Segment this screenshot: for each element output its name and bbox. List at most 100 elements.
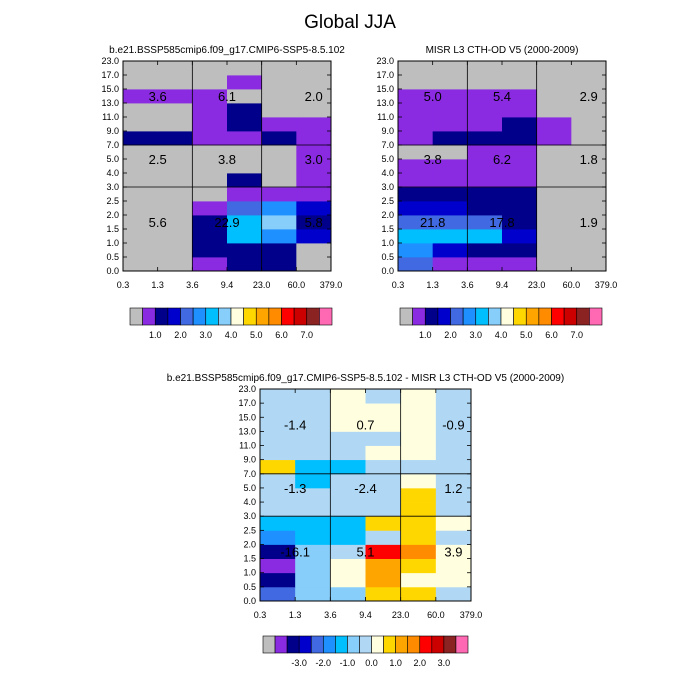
heatmap-cell <box>261 215 297 230</box>
heatmap-cell <box>227 89 263 104</box>
heatmap-cell <box>157 75 193 90</box>
x-tick-label: 60.0 <box>427 610 445 620</box>
heatmap-cell <box>330 459 366 475</box>
heatmap-cell <box>227 215 263 230</box>
heatmap-cell <box>330 586 366 602</box>
heatmap-cell <box>227 243 263 258</box>
heatmap-cell <box>502 131 538 146</box>
colorbar-label: 6.0 <box>545 330 558 340</box>
heatmap-cell <box>295 473 331 489</box>
heatmap-cell <box>260 473 296 489</box>
heatmap-cell <box>400 445 437 461</box>
heatmap-cell <box>467 131 503 146</box>
heatmap-cell <box>192 61 228 76</box>
heatmap-cell <box>261 173 297 188</box>
x-tick-label: 9.4 <box>221 280 234 290</box>
heatmap-cell <box>261 131 297 146</box>
heatmap-cell <box>502 75 538 90</box>
heatmap-cell <box>123 103 159 118</box>
x-tick-label: 9.4 <box>359 610 372 620</box>
cell-value-label: 5.0 <box>424 89 442 104</box>
colorbar-label: 2.0 <box>414 658 427 668</box>
y-tick-label: 9.0 <box>106 126 119 136</box>
heatmap-cell <box>435 417 472 432</box>
heatmap-cell <box>157 215 193 230</box>
x-tick-label: 379.0 <box>460 610 483 620</box>
heatmap-cell <box>400 417 437 432</box>
heatmap-cell <box>400 487 437 503</box>
heatmap-cell <box>192 257 228 272</box>
heatmap-cell <box>330 487 366 503</box>
heatmap-cell <box>260 417 296 432</box>
heatmap-cell <box>571 131 607 146</box>
heatmap-cell <box>432 243 468 258</box>
y-tick-label: 0.5 <box>243 582 256 592</box>
y-tick-label: 7.0 <box>381 140 394 150</box>
heatmap-cell <box>432 103 468 118</box>
heatmap-cell <box>435 389 472 404</box>
heatmap-cell <box>295 558 331 574</box>
heatmap-cell <box>123 187 159 202</box>
heatmap-cell <box>296 103 332 118</box>
heatmap-cell <box>467 75 503 90</box>
heatmap-cell <box>123 257 159 272</box>
heatmap-cell <box>296 145 332 160</box>
heatmap-cell <box>330 389 366 404</box>
heatmap-cell <box>261 229 297 244</box>
y-tick-label: 1.0 <box>106 238 119 248</box>
heatmap-cell <box>502 201 538 216</box>
heatmap-cell <box>260 445 296 461</box>
colorbar-swatch <box>437 307 451 326</box>
heatmap-cell <box>123 229 159 244</box>
heatmap-cell <box>227 201 263 216</box>
heatmap-cell <box>536 159 572 174</box>
heatmap-cell <box>502 257 538 272</box>
heatmap-cell <box>123 201 159 216</box>
colorbar-label: 7.0 <box>570 330 583 340</box>
cell-value-label: -0.9 <box>442 417 464 432</box>
y-tick-label: 15.0 <box>376 84 394 94</box>
heatmap-cell <box>296 243 332 258</box>
colorbar-swatch <box>371 635 384 654</box>
heatmap-cell <box>435 473 472 489</box>
colorbar-swatch <box>500 307 514 326</box>
heatmap-cell <box>502 215 538 230</box>
heatmap-cell <box>467 117 503 132</box>
heatmap-cell <box>227 103 263 118</box>
heatmap-cell <box>365 487 402 503</box>
heatmap-cell <box>571 201 607 216</box>
heatmap-cell <box>432 215 468 230</box>
heatmap-cell <box>432 131 468 146</box>
x-tick-label: 3.6 <box>186 280 199 290</box>
x-tick-label: 23.0 <box>528 280 546 290</box>
heatmap-cell <box>157 103 193 118</box>
heatmap-cell <box>400 403 437 418</box>
heatmap-cell <box>227 131 263 146</box>
colorbar-swatch <box>230 307 244 326</box>
heatmap-cell <box>435 544 472 559</box>
heatmap-cell <box>227 159 263 174</box>
y-tick-label: 11.0 <box>102 112 119 122</box>
heatmap-cell <box>400 389 437 404</box>
x-tick-label: 0.3 <box>254 610 267 620</box>
panel-title: MISR L3 CTH-OD V5 (2000-2009) <box>426 45 579 56</box>
heatmap-cell <box>227 187 263 202</box>
y-tick-label: 5.0 <box>381 154 394 164</box>
heatmap-cell <box>435 530 472 545</box>
heatmap-cell <box>502 243 538 258</box>
heatmap-cell <box>192 103 228 118</box>
heatmap-cell <box>260 586 296 602</box>
heatmap-cell <box>261 117 297 132</box>
heatmap-cell <box>571 61 607 76</box>
x-tick-label: 60.0 <box>288 280 306 290</box>
heatmap-cell <box>365 445 402 461</box>
colorbar-swatch <box>551 307 565 326</box>
cell-value-label: 3.8 <box>218 152 236 167</box>
colorbar-label: 6.0 <box>275 330 288 340</box>
y-tick-label: 11.0 <box>239 441 256 451</box>
colorbar-label: 4.0 <box>495 330 508 340</box>
heatmap-cell <box>365 403 402 418</box>
heatmap-cell <box>398 229 434 244</box>
heatmap-cell <box>330 445 366 461</box>
cell-value-label: 5.1 <box>356 545 374 560</box>
